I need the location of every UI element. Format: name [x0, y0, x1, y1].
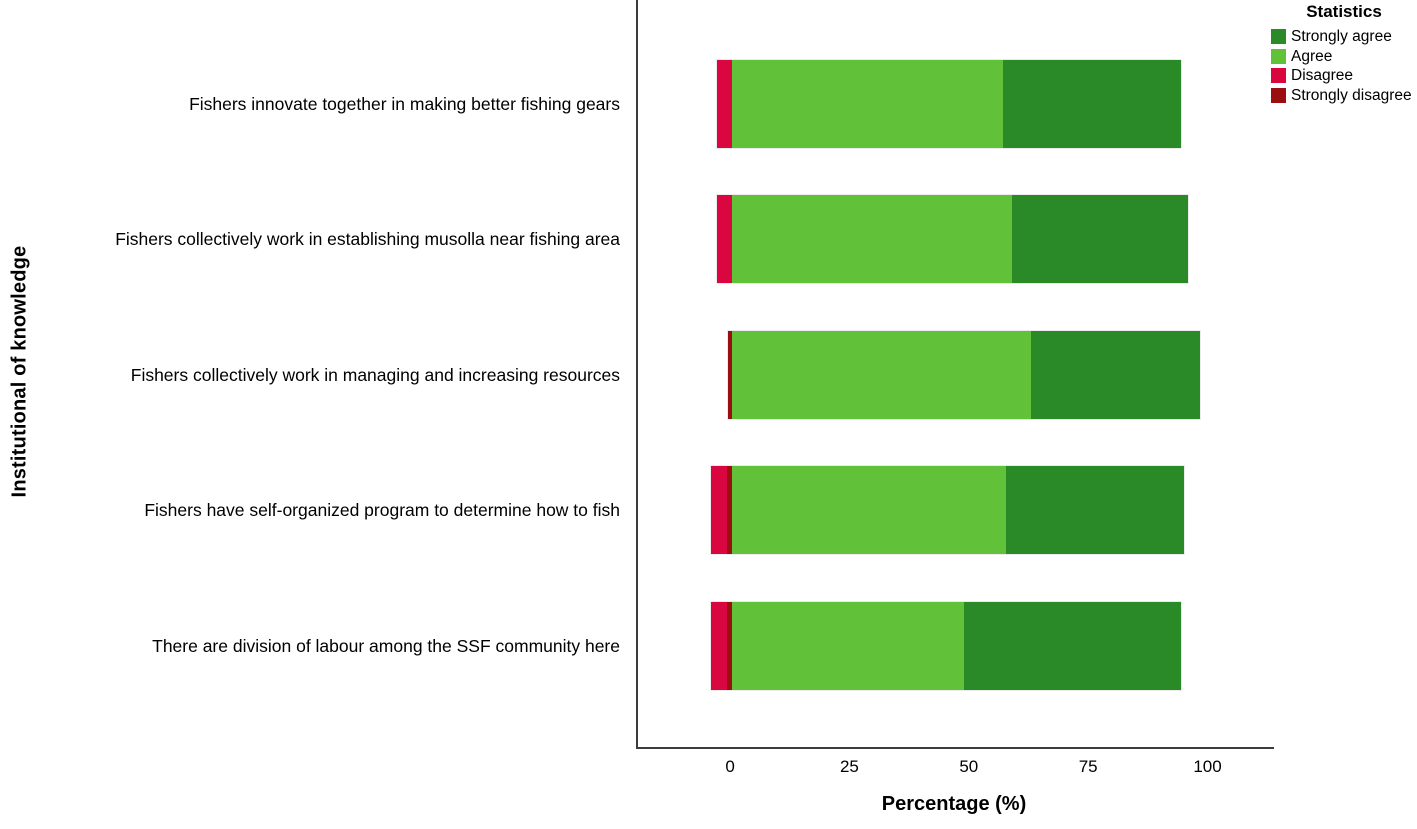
segment-strongly-agree	[1005, 466, 1184, 555]
segment-disagree	[717, 60, 733, 148]
segment-strongly-agree	[1031, 330, 1201, 419]
legend-label: Strongly disagree	[1291, 86, 1412, 104]
segment-agree	[732, 195, 1013, 284]
segment-strongly-disagree	[728, 330, 733, 419]
segment-agree	[732, 60, 1003, 148]
category-labels: Fishers innovate together in making bett…	[0, 0, 620, 747]
category-label: There are division of labour among the S…	[152, 635, 620, 656]
x-axis-title: Percentage (%)	[881, 793, 1027, 815]
x-tick-label: 25	[839, 757, 859, 776]
category-label: Fishers collectively work in establishin…	[115, 229, 620, 250]
legend-label: Strongly agree	[1291, 28, 1392, 46]
segment-strongly-agree	[1002, 60, 1182, 148]
category-label: Fishers collectively work in managing an…	[130, 364, 620, 385]
legend-label: Agree	[1291, 47, 1333, 65]
segment-strongly-agree	[963, 601, 1181, 690]
legend-item: Agree	[1271, 47, 1417, 67]
segment-agree	[732, 601, 964, 690]
legend-title: Statistics	[1306, 2, 1382, 21]
legend-swatch-agree-icon	[1271, 48, 1286, 64]
segment-disagree	[717, 195, 733, 284]
plot-panel	[636, 0, 1274, 749]
category-label: Fishers have self-organized program to d…	[144, 500, 620, 521]
legend-items: Strongly agree Agree Disagree Strongly disa…	[1271, 27, 1417, 105]
legend-swatch-strongly-agree-icon	[1271, 29, 1286, 45]
bar-row	[711, 466, 1184, 555]
x-tick-label: 50	[959, 757, 979, 776]
x-tick-label: 75	[1078, 757, 1098, 776]
segment-strongly-agree	[1012, 195, 1188, 284]
legend-swatch-strongly-disagree-icon	[1271, 87, 1286, 103]
category-label: Fishers innovate together in making bett…	[189, 94, 620, 114]
segment-strongly-disagree	[726, 466, 733, 555]
legend-item: Strongly agree	[1271, 27, 1417, 47]
bar-row	[728, 330, 1201, 419]
legend-item: Strongly disagree	[1271, 86, 1417, 106]
segment-agree	[732, 330, 1032, 419]
bar-row	[711, 601, 1181, 690]
segment-strongly-disagree	[726, 601, 733, 690]
segment-disagree	[711, 601, 727, 690]
bar-row	[717, 195, 1188, 284]
legend-swatch-disagree-icon	[1271, 68, 1286, 84]
legend-item: Disagree	[1271, 66, 1417, 86]
segment-disagree	[711, 466, 727, 555]
segment-agree	[732, 466, 1006, 555]
legend: Statistics Strongly agree Agree Disagree St…	[1271, 2, 1417, 105]
legend-label: Disagree	[1291, 67, 1354, 85]
x-tick-label: 0	[725, 757, 735, 776]
bar-row	[717, 60, 1182, 148]
x-tick-label: 100	[1193, 757, 1222, 776]
